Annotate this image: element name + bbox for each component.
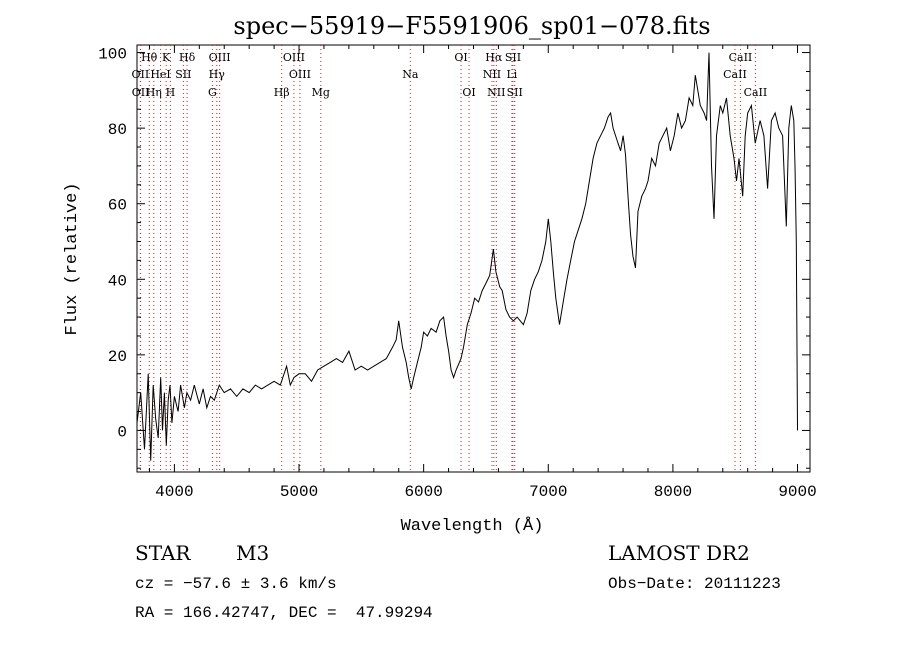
marker-label-19: Hη [146, 86, 162, 99]
marker-label-0: Hθ [141, 51, 158, 64]
y-tick-label-0: 0 [117, 423, 127, 441]
obs-date: Obs−Date: 20111223 [608, 575, 781, 593]
x-tick-label-4: 8000 [654, 483, 692, 501]
marker-label-5: OI [454, 51, 467, 64]
class-label: STAR [135, 541, 191, 565]
y-axis-label: Flux (relative) [63, 182, 82, 335]
marker-label-2: Hδ [179, 51, 196, 64]
marker-label-9: OII [132, 68, 150, 81]
marker-label-3: OIII [209, 51, 231, 64]
marker-label-10: HeI [150, 68, 170, 81]
x-tick-label-3: 7000 [529, 483, 567, 501]
x-tick-label-5: 9000 [778, 483, 816, 501]
marker-label-12: Hγ [209, 68, 226, 81]
marker-label-20: H [166, 86, 176, 99]
marker-label-15: Li [506, 68, 517, 81]
marker-label-17: Na [402, 68, 419, 81]
coordinates-readout: RA = 166.42747, DEC = 47.99294 [135, 604, 433, 622]
x-tick-label-1: 5000 [280, 483, 318, 501]
marker-label-11: SII [175, 68, 191, 81]
velocity-readout: cz = −57.6 ± 3.6 km/s [135, 575, 337, 593]
marker-label-23: Mg [312, 86, 330, 99]
marker-label-26: SII [507, 86, 523, 99]
y-tick-label-5: 100 [98, 46, 127, 64]
x-axis-ticks: 4000 5000 6000 7000 8000 9000 [148, 45, 817, 501]
marker-label-6: Hα [485, 51, 503, 64]
chart-title: spec−55919−F5591906_sp01−078.fits [233, 12, 710, 40]
marker-label-24: OI [462, 86, 475, 99]
x-tick-label-0: 4000 [155, 483, 193, 501]
y-tick-label-4: 80 [108, 121, 127, 139]
y-axis-ticks: 0 20 40 60 80 100 [98, 46, 810, 469]
line-markers [139, 45, 756, 472]
marker-label-13: OIII [289, 68, 311, 81]
y-tick-label-1: 20 [108, 348, 127, 366]
marker-label-4: OIII [283, 51, 305, 64]
x-axis-label: Wavelength (Å) [401, 517, 544, 536]
y-tick-label-3: 60 [108, 197, 127, 215]
marker-label-14: NII [483, 68, 501, 81]
x-tick-label-2: 6000 [404, 483, 442, 501]
marker-label-7: SII [505, 51, 521, 64]
y-tick-label-2: 40 [108, 272, 127, 290]
marker-label-25: NII [487, 86, 505, 99]
marker-label-1: K [162, 51, 171, 64]
marker-label-27: CaII [744, 86, 768, 99]
subclass-label: M3 [236, 541, 270, 565]
marker-label-22: Hβ [274, 86, 290, 99]
marker-label-18: OII [132, 86, 150, 99]
marker-label-8: CaII [729, 51, 753, 64]
marker-label-16: CaII [723, 68, 747, 81]
marker-label-21: G [208, 86, 217, 99]
plot-frame [136, 44, 811, 473]
spectrum-line [136, 52, 798, 461]
survey-label: LAMOST DR2 [608, 541, 750, 565]
